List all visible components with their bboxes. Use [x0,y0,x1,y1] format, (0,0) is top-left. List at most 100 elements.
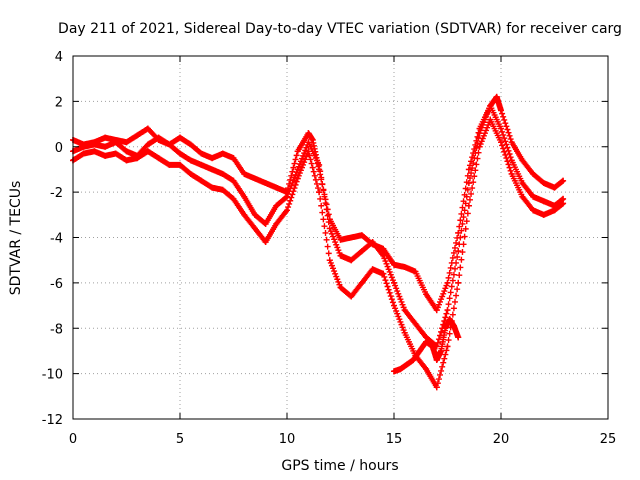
data-point [177,134,183,141]
series-track-3 [70,116,567,391]
y-axis-label: SDTVAR / TECUs [8,181,24,296]
data-point [403,361,410,368]
data-point [123,148,130,155]
data-point [358,248,365,255]
data-point [397,366,404,373]
data-point [294,148,301,155]
data-point [560,177,567,184]
data-point [476,143,483,150]
data-point [326,257,333,264]
data-point [337,284,344,291]
data-point [423,366,430,373]
x-tick-label: 15 [386,432,403,447]
data-point [80,150,87,157]
data-point [450,322,457,329]
data-point [102,143,109,150]
data-point [262,239,269,246]
data-point [508,157,515,164]
data-point [391,261,397,268]
data-point [493,93,500,100]
x-tick-label: 25 [600,432,617,447]
data-point [433,384,440,391]
data-point [102,152,109,159]
y-tick-label: -6 [50,277,63,292]
data-point [155,134,162,141]
y-tick-label: -12 [42,413,63,428]
data-point [273,184,280,191]
data-point [198,150,205,157]
data-point [446,316,453,323]
data-point [326,225,333,232]
data-point [433,357,440,364]
data-point [391,302,397,309]
data-point [358,279,365,286]
y-tick-label: -2 [50,186,63,201]
y-tick-label: -10 [42,368,63,383]
data-point [498,125,504,132]
data-point [348,234,355,241]
data-point [416,347,423,354]
x-tick-label: 20 [493,432,510,447]
data-point [551,207,558,214]
y-tick-label: 0 [55,141,63,156]
data-point [144,125,151,132]
data-point [241,170,248,177]
data-point [551,184,558,191]
chart-title: Day 211 of 2021, Sidereal Day-to-day VTE… [58,21,622,37]
data-point [284,207,290,214]
data-point [219,150,226,157]
data-point [465,180,472,187]
data-point [429,343,436,350]
data-point [444,279,451,286]
data-point [540,198,547,205]
data-point [530,207,537,214]
data-point [155,155,162,162]
data-point [91,148,98,155]
data-point [251,225,258,232]
y-tick-label: -8 [50,322,63,337]
data-point [358,232,365,239]
data-point [123,139,130,146]
data-point [209,184,216,191]
data-point [433,307,440,314]
data-point [262,180,269,187]
y-tick-label: -4 [50,232,63,247]
data-point [369,239,376,246]
data-point [91,141,98,148]
data-point [540,180,547,187]
data-point [465,166,472,173]
data-point [380,252,387,259]
data-point [519,180,526,187]
data-point [294,175,301,182]
data-point [380,245,387,252]
data-point [412,268,419,275]
data-point [487,102,494,109]
data-point [177,150,183,157]
data-point [251,175,258,182]
data-point [112,139,119,146]
data-point [166,141,173,148]
data-point [438,347,445,354]
data-point [230,195,237,202]
x-tick-label: 10 [279,432,296,447]
data-point [401,307,408,314]
data-point [316,189,323,196]
data-point [198,177,205,184]
data-point [487,116,494,123]
data-point [401,329,408,336]
data-point [251,211,258,218]
data-point [144,148,151,155]
data-point [455,334,462,341]
data-point [166,161,173,168]
data-point [530,193,537,200]
data-point [348,293,355,300]
data-point [273,220,280,227]
data-point [498,139,504,146]
data-point [540,211,547,218]
data-point [560,200,567,207]
data-point [337,236,344,243]
data-point [530,170,537,177]
data-point [455,229,462,236]
data-point [444,307,451,314]
x-tick-label: 5 [176,432,184,447]
